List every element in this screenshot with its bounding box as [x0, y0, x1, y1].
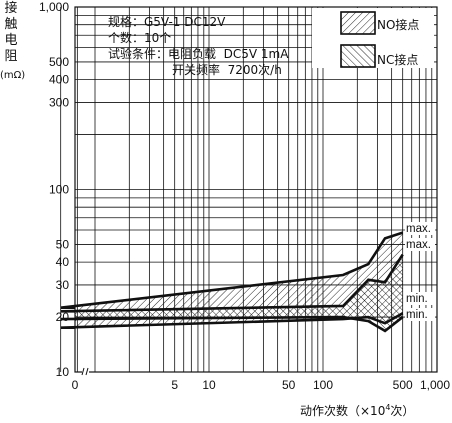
axis-break-mark: [81, 367, 85, 376]
axis-break-gap: [82, 368, 89, 376]
label-nc-max: max.: [406, 239, 431, 251]
y-tick-label: 30: [56, 278, 70, 292]
label-no-min: min.: [406, 309, 428, 321]
y-tick-label: 400: [49, 73, 69, 87]
y-label-char-3: 电: [4, 33, 18, 48]
x-tick-label: 100: [313, 378, 333, 392]
band-nc: [60, 254, 403, 331]
x-axis-label: 动作次数（×104次）: [300, 403, 415, 418]
data-bands: [60, 231, 404, 333]
label-no-max-bg: [405, 222, 435, 235]
y-label-char-4: 阻: [4, 49, 18, 64]
band-labels: max. max. min. min.: [405, 222, 435, 321]
y-label-char-1: 接: [4, 1, 18, 16]
x-tick-label: 500: [393, 378, 413, 392]
x-tick-label: 50: [282, 378, 296, 392]
axis-break-mark: [85, 367, 89, 376]
y-tick-label: 10: [56, 365, 70, 379]
x-tick-label: 10: [202, 378, 216, 392]
y-tick-label: 300: [49, 95, 69, 109]
legend-label-no: NO接点: [377, 16, 420, 33]
label-no-min-bg: [405, 308, 435, 321]
plot-frame: [74, 6, 438, 376]
y-label-unit: (mΩ): [0, 70, 26, 81]
y-label-char-2: 触: [4, 17, 18, 32]
label-nc-min: min.: [406, 293, 428, 305]
note-conditions: 试验条件：电阻负载 DC5V 1mA: [108, 47, 289, 61]
y-tick-label: 500: [49, 55, 69, 69]
tick-labels: 10 20 30 40 50 100 300 400 500 1,000 0 5 10 50 100 500 1…: [39, 0, 450, 392]
line-no-max: [60, 231, 404, 310]
note-frequency: 开关频率 7200次/h: [172, 63, 282, 77]
x-tick-label: 0: [72, 378, 79, 392]
y-tick-label: 20: [56, 310, 70, 324]
note-spec: 规格：G5V-1 DC12V: [108, 15, 226, 29]
label-nc-min-bg: [405, 292, 435, 305]
y-tick-label: 40: [56, 255, 70, 269]
y-tick-label: 50: [56, 237, 70, 251]
plot-border: [74, 6, 438, 373]
y-tick-label: 1,000: [39, 0, 69, 14]
label-nc-max-bg: [405, 238, 435, 251]
legend-label-nc: NC接点: [377, 51, 419, 68]
x-tick-label: 5: [171, 378, 178, 392]
band-no: [60, 232, 403, 328]
label-no-max: max.: [406, 223, 431, 235]
y-tick-label: 100: [49, 183, 69, 197]
legend-swatch-nc: [340, 44, 376, 68]
line-nc-min: [60, 315, 404, 333]
x-tick-label: 1,000: [420, 378, 450, 392]
legend-swatch-no: [340, 11, 376, 35]
note-count: 个数：10个: [108, 31, 172, 45]
line-nc-max: [60, 253, 404, 313]
